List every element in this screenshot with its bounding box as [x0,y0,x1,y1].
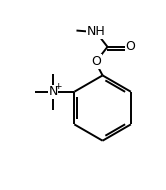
Text: O: O [91,55,101,68]
Text: O: O [126,40,136,53]
Text: +: + [55,82,62,91]
Text: NH: NH [87,25,105,38]
Text: N: N [48,85,58,98]
